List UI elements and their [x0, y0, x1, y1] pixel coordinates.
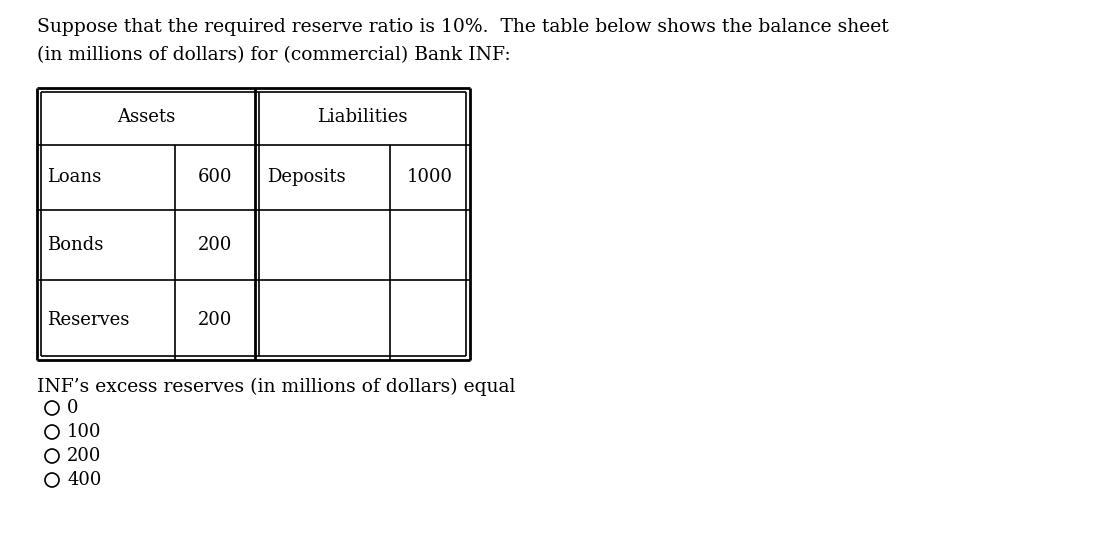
Text: INF’s excess reserves (in millions of dollars) equal: INF’s excess reserves (in millions of do…: [37, 378, 515, 396]
Text: Reserves: Reserves: [47, 311, 130, 329]
Text: 200: 200: [67, 447, 102, 465]
Text: 0: 0: [67, 399, 78, 417]
Text: 200: 200: [198, 236, 232, 254]
Text: 200: 200: [198, 311, 232, 329]
Text: Loans: Loans: [47, 168, 102, 187]
Text: Liabilities: Liabilities: [317, 108, 408, 125]
Text: Bonds: Bonds: [47, 236, 104, 254]
Text: Suppose that the required reserve ratio is 10%.  The table below shows the balan: Suppose that the required reserve ratio …: [37, 18, 889, 36]
Text: Assets: Assets: [117, 108, 175, 125]
Text: 100: 100: [67, 423, 102, 441]
Text: 400: 400: [67, 471, 102, 489]
Text: 600: 600: [198, 168, 232, 187]
Text: (in millions of dollars) for (commercial) Bank INF:: (in millions of dollars) for (commercial…: [37, 46, 510, 64]
Text: 1000: 1000: [407, 168, 454, 187]
Text: Deposits: Deposits: [267, 168, 345, 187]
